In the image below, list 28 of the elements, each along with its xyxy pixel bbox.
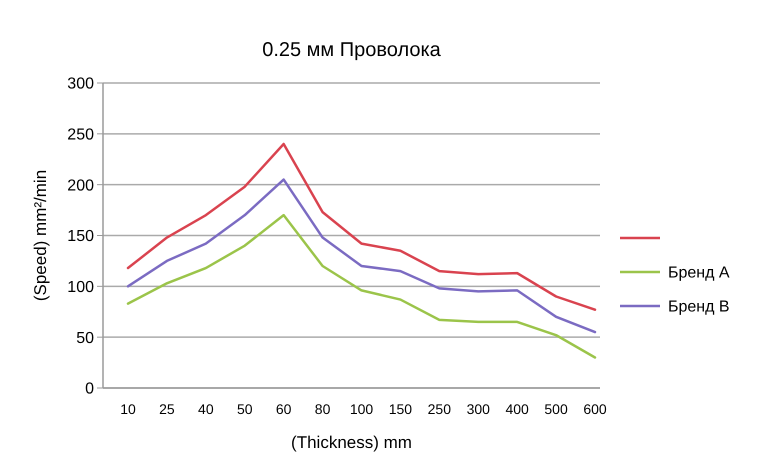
- x-tick-label: 10: [120, 401, 136, 417]
- legend-label: Бренд В: [668, 298, 730, 316]
- y-tick-label: 250: [67, 126, 94, 144]
- line-series: [126, 178, 596, 334]
- y-tick-label: 150: [67, 228, 94, 246]
- x-tick-label: 40: [198, 401, 214, 417]
- y-tick-label: 200: [67, 177, 94, 194]
- y-tick-label: 50: [76, 330, 94, 347]
- x-tick-label: 60: [276, 401, 292, 417]
- y-tick-label: 300: [67, 76, 94, 93]
- line-series: [126, 142, 596, 311]
- x-tick-label: 25: [159, 401, 175, 417]
- line-series: [126, 214, 596, 359]
- x-tick-label: 500: [544, 401, 568, 417]
- y-axis-title: (Speed) mm²/min: [31, 170, 50, 302]
- y-tick-label: 0: [85, 380, 94, 398]
- x-tick-label: 250: [428, 401, 452, 417]
- x-tick-label: 80: [314, 401, 331, 417]
- x-tick-label: 150: [388, 401, 412, 417]
- x-tick-label: 600: [583, 401, 607, 417]
- x-tick-label: 400: [505, 401, 530, 417]
- legend-label: Бренд А: [668, 264, 730, 282]
- x-tick-label: 300: [466, 401, 490, 417]
- x-axis-title: (Thickness) mm: [291, 433, 412, 452]
- x-tick-label: 50: [236, 401, 253, 417]
- x-tick-label: 100: [350, 401, 374, 417]
- y-tick-label: 100: [67, 278, 94, 296]
- chart-title: 0.25 мм Проволока: [262, 39, 442, 61]
